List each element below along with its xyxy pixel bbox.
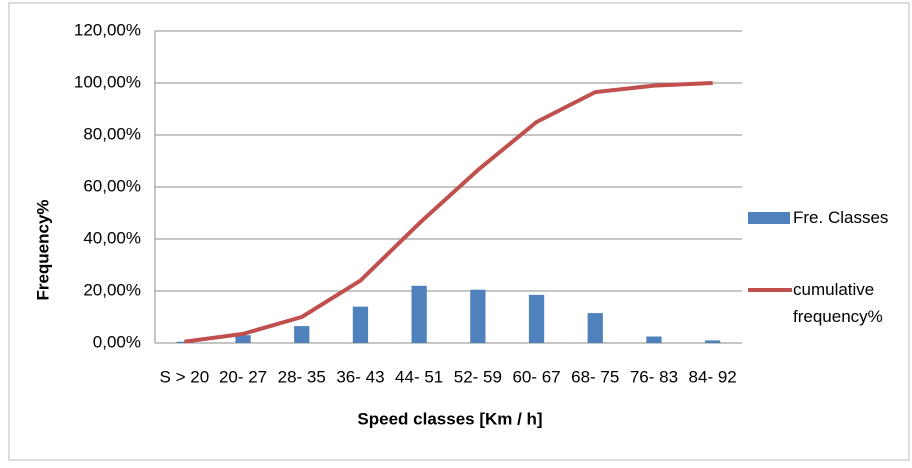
legend-entry: Fre. Classes: [793, 208, 889, 227]
y-tick-label: 120,00%: [74, 20, 141, 39]
x-tick-label: 52- 59: [454, 367, 502, 386]
x-tick-label: S > 20: [160, 367, 210, 386]
x-tick-label: 84- 92: [689, 367, 737, 386]
x-tick-label: 76- 83: [630, 367, 678, 386]
bar: [411, 285, 427, 343]
y-tick-label: 100,00%: [74, 72, 141, 91]
y-tick-label: 40,00%: [83, 228, 141, 247]
x-tick-label: 68- 75: [571, 367, 619, 386]
x-tick-label: 20- 27: [219, 367, 267, 386]
bar: [705, 340, 721, 343]
x-tick-label: 44- 51: [395, 367, 443, 386]
y-tick-label: 20,00%: [83, 280, 141, 299]
x-tick-label: 36- 43: [336, 367, 384, 386]
x-axis-label: Speed classes [Km / h]: [357, 409, 542, 428]
bar: [294, 326, 310, 343]
bar: [528, 294, 545, 343]
bar: [176, 341, 192, 343]
bar: [235, 335, 251, 343]
bar: [587, 313, 603, 343]
bar: [470, 289, 486, 343]
legend-entry: cumulative frequency%: [793, 280, 883, 326]
legend-label: Fre. Classes: [793, 208, 889, 227]
line: [184, 81, 713, 344]
x-tick-label: 28- 35: [278, 367, 326, 386]
x-tick-label: 60- 67: [512, 367, 560, 386]
bar: [352, 306, 369, 343]
y-tick-label: 0,00%: [93, 332, 141, 351]
bar: [646, 336, 662, 343]
y-tick-label: 60,00%: [83, 176, 141, 195]
legend-label: cumulative frequency%: [793, 280, 883, 326]
chart-border: [8, 2, 910, 461]
y-axis-label: Frequency%: [33, 199, 52, 300]
legend-swatch: [748, 212, 790, 224]
y-tick-label: 80,00%: [83, 124, 141, 143]
